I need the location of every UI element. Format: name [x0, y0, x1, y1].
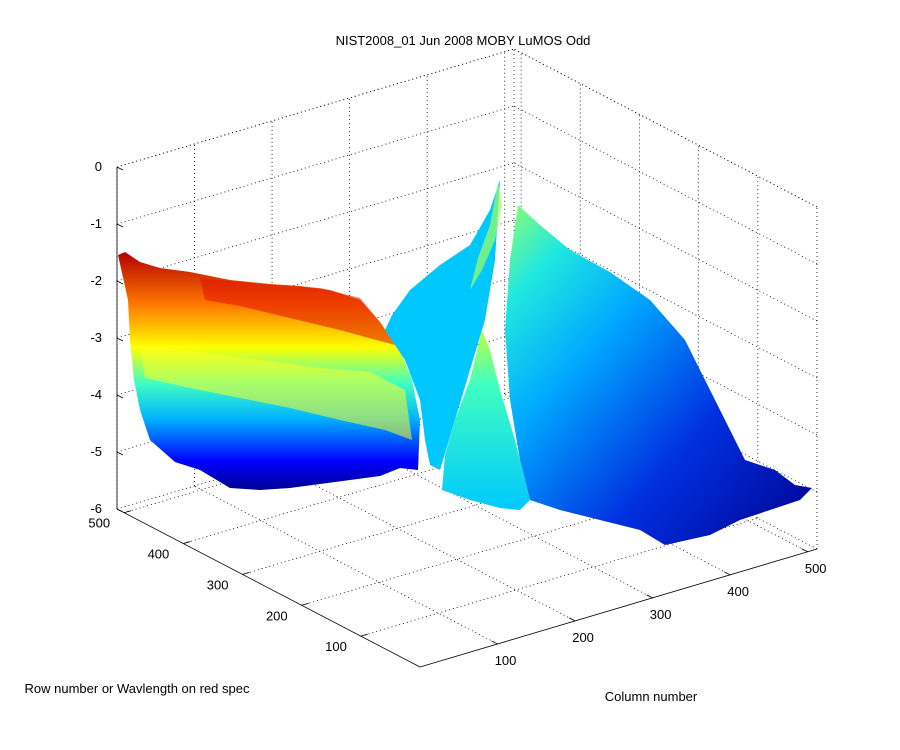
- z-tick-label: -6: [90, 501, 102, 516]
- surface-central-left-wing: [385, 180, 500, 470]
- x-tick-label: 300: [650, 607, 672, 622]
- z-tick-mark: [116, 451, 124, 456]
- y-tick-label: 300: [207, 577, 229, 592]
- z-tick-mark: [116, 223, 124, 228]
- z-tick-mark: [116, 508, 124, 513]
- surface-central-peak-ridge: [470, 182, 502, 290]
- y-tick-mark: [301, 602, 309, 606]
- y-tick-label: 200: [266, 608, 288, 623]
- surface-left-top-band: [200, 278, 395, 345]
- x-tick-mark: [801, 548, 808, 553]
- z-tick-mark: [116, 280, 124, 285]
- grid-line: [116, 48, 515, 168]
- z-tick-label: -2: [90, 273, 102, 288]
- y-tick-label: 100: [325, 639, 347, 654]
- surface-left-mid-band: [140, 345, 412, 440]
- x-axis-label: Column number: [605, 689, 698, 704]
- z-tick-label: -4: [90, 387, 102, 402]
- x-tick-label: 400: [727, 584, 749, 599]
- grid-line: [513, 48, 818, 208]
- grid-line: [194, 485, 498, 645]
- chart-title: NIST2008_01 Jun 2008 MOBY LuMOS Odd: [336, 33, 591, 48]
- grid-line: [513, 48, 818, 208]
- y-tick-mark: [242, 572, 250, 575]
- x-tick-label: 500: [805, 561, 827, 576]
- z-tick-label: -1: [90, 216, 102, 231]
- grid-line: [271, 462, 576, 622]
- x-tick-mark: [646, 594, 653, 599]
- grid-line: [513, 162, 818, 322]
- z-tick-label: -5: [90, 444, 102, 459]
- axes-box: [116, 166, 818, 668]
- z-tick-mark: [116, 337, 124, 342]
- y-tick-mark: [123, 510, 132, 514]
- y-axis-line: [116, 508, 421, 668]
- x-tick-label: 200: [572, 630, 594, 645]
- y-axis-label: Row number or Wavlength on red spec: [25, 681, 250, 696]
- x-tick-mark: [568, 617, 576, 622]
- z-tick-mark: [116, 394, 124, 399]
- x-tick-mark: [491, 640, 498, 645]
- surface-mesh: [118, 180, 812, 545]
- z-tick-mark: [116, 166, 124, 171]
- y-tick-label: 500: [88, 516, 110, 531]
- surface-central-right-wing: [442, 330, 530, 510]
- grid-line: [513, 105, 818, 265]
- tick-labels: 100 200 300 400 500 100 200 300 400 500 0 -1 -2 -3 -4 -…: [88, 159, 826, 668]
- y-tick-mark: [360, 633, 368, 637]
- x-tick-label: 100: [495, 653, 517, 668]
- x-axis-line: [419, 548, 818, 668]
- surface-right-slope: [505, 205, 812, 545]
- z-tick-label: -3: [90, 330, 102, 345]
- y-tick-label: 400: [148, 547, 170, 562]
- y-tick-mark: [183, 541, 191, 544]
- x-tick-mark: [723, 571, 731, 576]
- grid-line: [116, 105, 515, 225]
- z-tick-label: 0: [95, 159, 102, 174]
